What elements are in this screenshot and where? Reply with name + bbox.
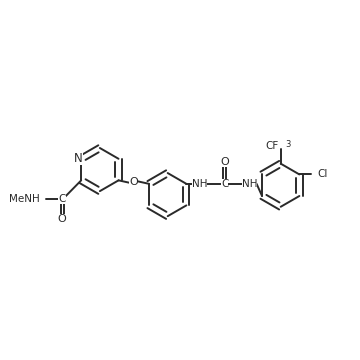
Text: NH: NH [192,179,207,189]
Text: CF: CF [266,140,279,150]
Text: N: N [74,152,83,165]
Text: O: O [58,213,67,224]
Text: C: C [58,194,66,204]
Text: Cl: Cl [318,170,328,179]
Text: O: O [220,157,229,167]
Text: C: C [221,179,228,189]
Text: MeNH: MeNH [9,194,40,204]
Text: O: O [129,177,138,187]
Text: 3: 3 [285,140,291,149]
Text: NH: NH [242,179,257,189]
